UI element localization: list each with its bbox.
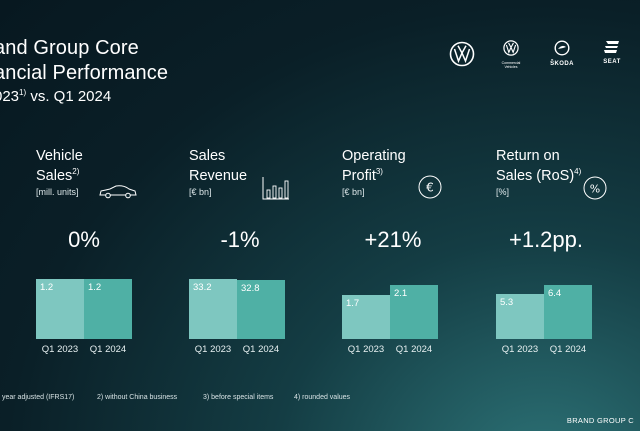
vw-logo — [446, 40, 478, 68]
panel-title-line1: Operating — [342, 148, 406, 164]
bar-q1-2024: 1.2 — [84, 279, 132, 339]
panel-title-line1: Sales — [189, 148, 226, 164]
bar-value-label: 2.1 — [394, 288, 408, 299]
panel-unit: [%] — [496, 186, 510, 197]
panel-sales-revenue: Sales Revenue [€ bn] — [189, 148, 247, 197]
x-tick-label: Q1 2023 — [347, 344, 385, 355]
footnote-3: 3) before special items — [203, 394, 274, 401]
x-tick-label: Q1 2024 — [395, 344, 433, 355]
panel-title-line2: Profit — [342, 167, 376, 184]
panel-unit: [€ bn] — [342, 186, 365, 197]
change-value: -1% — [220, 227, 260, 252]
change-value: +21% — [364, 227, 422, 252]
footnote-4: 4) rounded values — [294, 394, 351, 401]
panel-unit: [mill. units] — [36, 186, 79, 197]
x-tick-label: Q1 2023 — [501, 344, 539, 355]
panel-vehicle-sales: Vehicle Sales2) [mill. units] — [36, 148, 83, 197]
euro-icon: € — [418, 175, 442, 204]
panel-title: Operating Profit3) — [342, 148, 406, 184]
bar-value-label: 6.4 — [548, 288, 562, 299]
bar-q1-2024: 32.8 — [237, 280, 285, 339]
panel-title-sup: 4) — [574, 167, 582, 176]
title-line-2: ancial Performance — [0, 62, 169, 84]
change-value: +1.2pp. — [508, 227, 583, 252]
panel-title-sup: 2) — [72, 167, 80, 176]
bar-q1-2023: 1.7 — [342, 295, 390, 339]
svg-text:€: € — [426, 181, 434, 195]
bar-value-label: 32.8 — [241, 283, 260, 294]
bar-q1-2023: 5.3 — [496, 294, 544, 339]
seat-label: SEAT — [603, 59, 621, 65]
bar-chart-icon — [262, 176, 290, 205]
panel-title: Sales Revenue — [189, 148, 247, 184]
x-tick-label: Q1 2024 — [549, 344, 587, 355]
seat-logo: SEAT — [594, 40, 630, 65]
bar-q1-2023: 1.2 — [36, 279, 84, 339]
footnote-1: year adjusted (IFRS17) — [2, 394, 75, 401]
svg-text:%: % — [590, 183, 600, 196]
x-tick-label: Q1 2023 — [194, 344, 232, 355]
vw-commercial-label: Commercial Vehicles — [501, 61, 521, 69]
skoda-label: ŠKODA — [550, 61, 574, 67]
panel-return-on-sales: Return on Sales (RoS)4) [%] — [496, 148, 581, 197]
vw-commercial-logo: Commercial Vehicles — [496, 40, 526, 69]
percent-icon: % — [583, 176, 607, 205]
subtitle-period: 023 — [0, 88, 20, 105]
car-icon — [98, 183, 138, 204]
panel-title: Vehicle Sales2) — [36, 148, 83, 184]
x-tick-label: Q1 2023 — [41, 344, 79, 355]
bar-value-label: 33.2 — [193, 282, 212, 293]
subtitle-footnote-ref: 1) — [19, 88, 27, 97]
bar-value-label: 1.2 — [40, 282, 54, 293]
page-title: and Group Core ancial Performance — [0, 36, 168, 86]
bar-value-label: 1.7 — [346, 298, 360, 309]
bar-q1-2023: 33.2 — [189, 279, 237, 339]
x-tick-label: Q1 2024 — [89, 344, 127, 355]
panel-title: Return on Sales (RoS)4) — [496, 148, 581, 184]
panel-unit: [€ bn] — [189, 186, 212, 197]
panel-title-line1: Vehicle — [36, 148, 83, 164]
x-tick-label: Q1 2024 — [242, 344, 280, 355]
panel-operating-profit: Operating Profit3) [€ bn] — [342, 148, 406, 197]
panel-title-line2: Sales — [36, 167, 73, 184]
subtitle-comparison: vs. Q1 2024 — [26, 88, 112, 105]
bar-value-label: 1.2 — [88, 282, 102, 293]
panel-title-line2: Sales (RoS) — [496, 167, 575, 184]
panel-title-line2: Revenue — [189, 167, 248, 184]
skoda-logo: ŠKODA — [543, 40, 581, 67]
footnote-2: 2) without China business — [97, 394, 178, 401]
bar-q1-2024: 6.4 — [544, 285, 592, 339]
footer-brand: BRAND GROUP C — [566, 416, 634, 425]
panel-title-sup: 3) — [375, 167, 383, 176]
bar-q1-2024: 2.1 — [390, 285, 438, 339]
change-value: 0% — [68, 227, 100, 252]
panel-title-line1: Return on — [496, 148, 560, 164]
title-line-1: and Group Core — [0, 37, 139, 59]
bar-value-label: 5.3 — [500, 297, 514, 308]
